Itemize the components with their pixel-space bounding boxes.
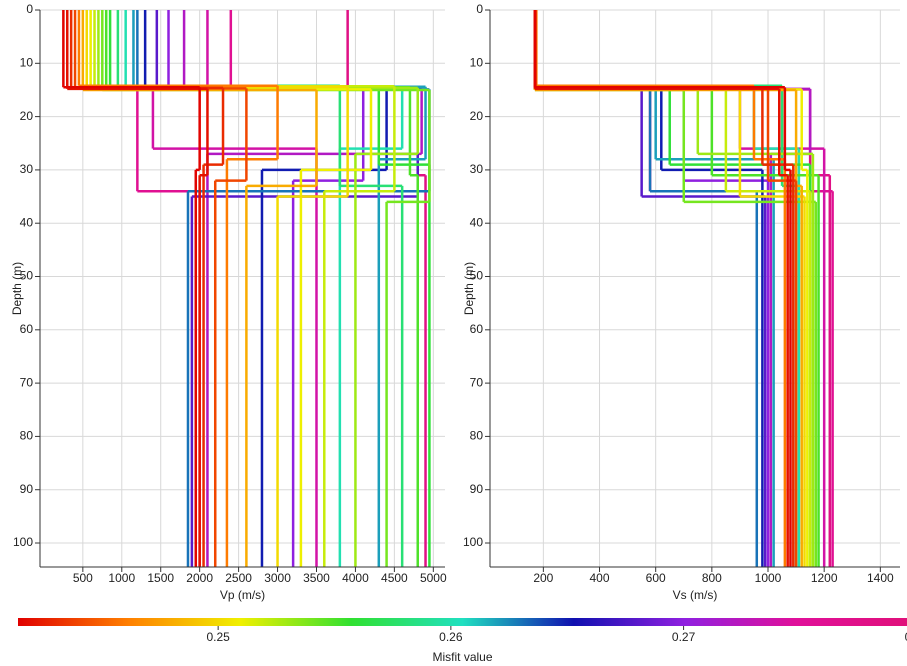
x-tick-label: 1200 xyxy=(811,571,838,585)
x-tick-label: 200 xyxy=(533,571,553,585)
y-tick-label: 0 xyxy=(476,2,483,16)
colorbar-tick-label: 0.27 xyxy=(672,630,696,644)
y-tick-label: 60 xyxy=(20,322,34,336)
y-tick-label: 40 xyxy=(470,215,484,229)
x-tick-label: 500 xyxy=(73,571,93,585)
y-tick-label: 10 xyxy=(470,55,484,69)
y-tick-label: 50 xyxy=(20,269,34,283)
x-tick-label: 1000 xyxy=(108,571,135,585)
y-tick-label: 50 xyxy=(470,269,484,283)
x-tick-label: 2000 xyxy=(186,571,213,585)
colorbar-tick-label: 0.28 xyxy=(905,630,907,644)
x-tick-label: 1000 xyxy=(755,571,782,585)
y-tick-label: 80 xyxy=(20,429,34,443)
y-tick-label: 20 xyxy=(470,109,484,123)
y-tick-label: 70 xyxy=(20,375,34,389)
y-tick-label: 0 xyxy=(26,2,33,16)
colorbar-tick-label: 0.26 xyxy=(439,630,463,644)
colorbar xyxy=(18,618,907,626)
y-axis-label: Depth (m) xyxy=(10,262,24,315)
y-tick-label: 80 xyxy=(470,429,484,443)
x-tick-label: 1500 xyxy=(147,571,174,585)
y-tick-label: 100 xyxy=(13,535,33,549)
x-tick-label: 600 xyxy=(646,571,666,585)
y-tick-label: 20 xyxy=(20,109,34,123)
y-tick-label: 60 xyxy=(470,322,484,336)
y-tick-label: 90 xyxy=(470,482,484,496)
y-tick-label: 90 xyxy=(20,482,34,496)
colorbar-label: Misfit value xyxy=(432,650,492,664)
x-tick-label: 3500 xyxy=(303,571,330,585)
y-tick-label: 40 xyxy=(20,215,34,229)
x-tick-label: 3000 xyxy=(264,571,291,585)
y-tick-label: 100 xyxy=(463,535,483,549)
x-tick-label: 5000 xyxy=(420,571,447,585)
profiles xyxy=(533,10,834,567)
colorbar-tick-label: 0.25 xyxy=(206,630,230,644)
x-tick-label: 1400 xyxy=(867,571,894,585)
y-tick-label: 70 xyxy=(470,375,484,389)
x-axis-label: Vp (m/s) xyxy=(220,588,265,602)
x-tick-label: 800 xyxy=(702,571,722,585)
y-tick-label: 30 xyxy=(20,162,34,176)
y-tick-label: 10 xyxy=(20,55,34,69)
profiles xyxy=(62,10,431,567)
x-tick-label: 4000 xyxy=(342,571,369,585)
x-axis-label: Vs (m/s) xyxy=(673,588,718,602)
x-tick-label: 4500 xyxy=(381,571,408,585)
y-tick-label: 30 xyxy=(470,162,484,176)
x-tick-label: 2500 xyxy=(225,571,252,585)
x-tick-label: 400 xyxy=(590,571,610,585)
y-axis-label: Depth (m) xyxy=(462,262,476,315)
